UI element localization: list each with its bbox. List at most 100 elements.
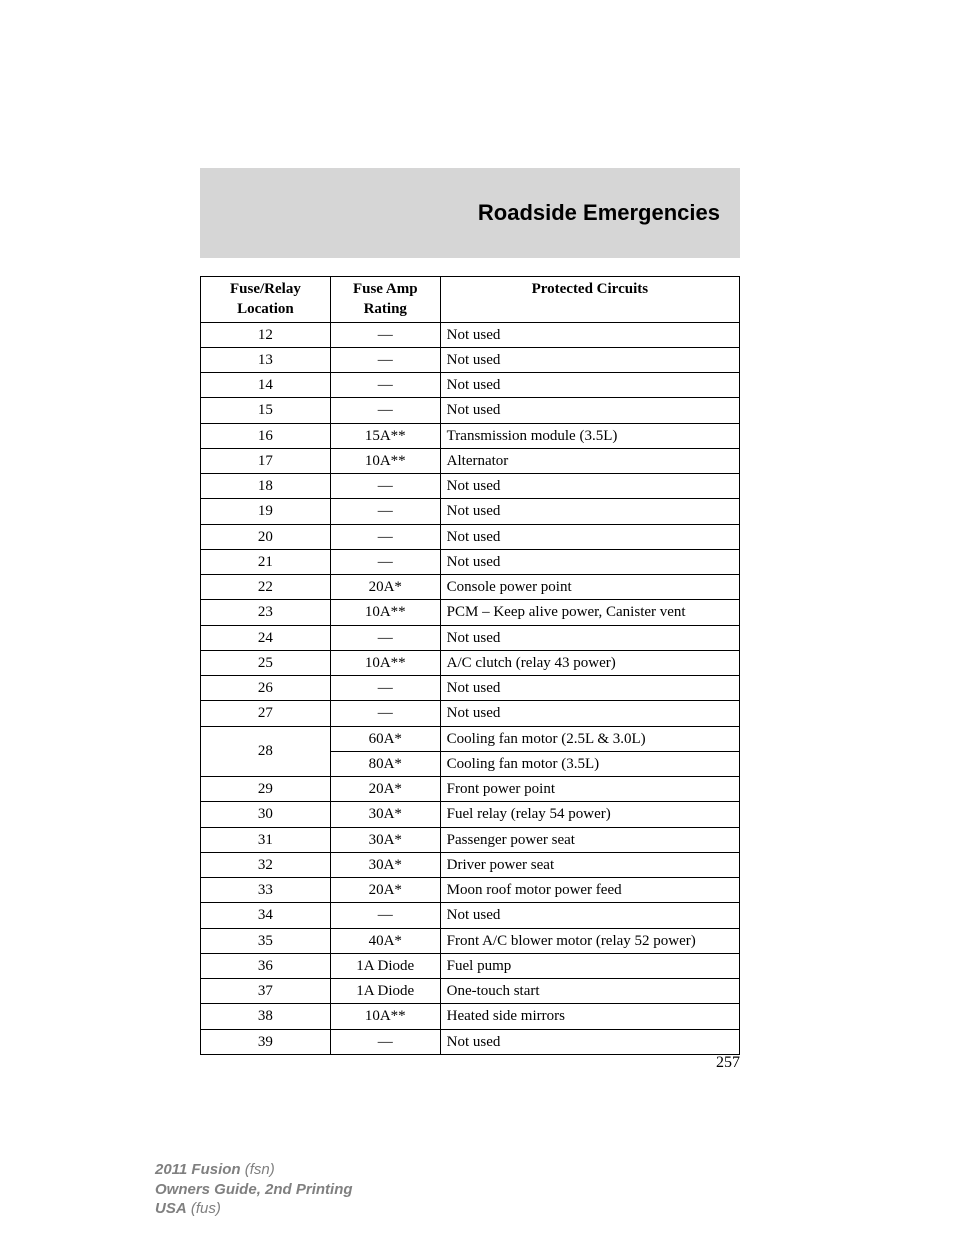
cell-amp: 1A Diode <box>330 953 440 978</box>
cell-circuit: Heated side mirrors <box>440 1004 739 1029</box>
cell-circuit: PCM – Keep alive power, Canister vent <box>440 600 739 625</box>
cell-circuit: Not used <box>440 398 739 423</box>
cell-amp: 60A* <box>330 726 440 751</box>
table-row: 26—Not used <box>201 676 740 701</box>
footer-guide: Owners Guide, 2nd Printing <box>155 1181 353 1198</box>
footer-model-code: (fsn) <box>245 1161 275 1178</box>
cell-amp: 30A* <box>330 802 440 827</box>
cell-circuit: Fuel pump <box>440 953 739 978</box>
cell-location: 24 <box>201 625 331 650</box>
cell-circuit: Not used <box>440 625 739 650</box>
table-row: 18—Not used <box>201 474 740 499</box>
table-row: 2510A**A/C clutch (relay 43 power) <box>201 650 740 675</box>
cell-amp: 1A Diode <box>330 979 440 1004</box>
table-row: 15—Not used <box>201 398 740 423</box>
cell-location: 29 <box>201 777 331 802</box>
table-row: 39—Not used <box>201 1029 740 1054</box>
cell-location: 27 <box>201 701 331 726</box>
cell-circuit: Not used <box>440 1029 739 1054</box>
page: Roadside Emergencies Fuse/Relay Location… <box>0 0 954 1235</box>
footer-model: 2011 Fusion <box>155 1161 241 1178</box>
cell-amp: 30A* <box>330 852 440 877</box>
table-row: 3320A*Moon roof motor power feed <box>201 878 740 903</box>
table-row: 24—Not used <box>201 625 740 650</box>
cell-location: 15 <box>201 398 331 423</box>
cell-amp: 10A** <box>330 1004 440 1029</box>
fuse-table: Fuse/Relay Location Fuse Amp Rating Prot… <box>200 276 740 1055</box>
table-row: 12—Not used <box>201 322 740 347</box>
table-row: 2310A**PCM – Keep alive power, Canister … <box>201 600 740 625</box>
cell-circuit: Cooling fan motor (3.5L) <box>440 751 739 776</box>
page-number: 257 <box>716 1054 740 1072</box>
col-header-circuits: Protected Circuits <box>440 277 739 323</box>
cell-amp: — <box>330 322 440 347</box>
fuse-table-container: Fuse/Relay Location Fuse Amp Rating Prot… <box>200 276 740 1055</box>
cell-amp: — <box>330 373 440 398</box>
table-row: 19—Not used <box>201 499 740 524</box>
cell-amp: — <box>330 474 440 499</box>
table-row: 3230A*Driver power seat <box>201 852 740 877</box>
cell-amp: 80A* <box>330 751 440 776</box>
cell-location: 36 <box>201 953 331 978</box>
section-header-bar: Roadside Emergencies <box>200 168 740 258</box>
cell-location: 14 <box>201 373 331 398</box>
table-row: 3540A*Front A/C blower motor (relay 52 p… <box>201 928 740 953</box>
cell-amp: — <box>330 1029 440 1054</box>
cell-circuit: Fuel relay (relay 54 power) <box>440 802 739 827</box>
table-row: 34—Not used <box>201 903 740 928</box>
cell-amp: 20A* <box>330 575 440 600</box>
cell-circuit: Not used <box>440 373 739 398</box>
cell-location: 26 <box>201 676 331 701</box>
footer-line-2: Owners Guide, 2nd Printing <box>155 1180 353 1200</box>
cell-circuit: Not used <box>440 322 739 347</box>
cell-amp: — <box>330 524 440 549</box>
cell-circuit: Transmission module (3.5L) <box>440 423 739 448</box>
table-row: 3030A*Fuel relay (relay 54 power) <box>201 802 740 827</box>
cell-circuit: Not used <box>440 549 739 574</box>
cell-location: 25 <box>201 650 331 675</box>
cell-amp: 40A* <box>330 928 440 953</box>
cell-amp: 20A* <box>330 777 440 802</box>
cell-location: 32 <box>201 852 331 877</box>
cell-amp: — <box>330 903 440 928</box>
table-row: 361A DiodeFuel pump <box>201 953 740 978</box>
cell-amp: 10A** <box>330 600 440 625</box>
footer-line-1: 2011 Fusion (fsn) <box>155 1160 353 1180</box>
cell-amp: — <box>330 676 440 701</box>
cell-amp: — <box>330 499 440 524</box>
cell-amp: — <box>330 701 440 726</box>
col-header-amp-l1: Fuse Amp <box>353 281 418 297</box>
table-row: 14—Not used <box>201 373 740 398</box>
table-row: 21—Not used <box>201 549 740 574</box>
footer-region-code: (fus) <box>191 1200 221 1217</box>
cell-amp: 20A* <box>330 878 440 903</box>
section-header-title: Roadside Emergencies <box>478 200 720 226</box>
footer-line-3: USA (fus) <box>155 1199 353 1219</box>
cell-location: 37 <box>201 979 331 1004</box>
cell-circuit: Not used <box>440 701 739 726</box>
cell-location: 31 <box>201 827 331 852</box>
cell-amp: 15A** <box>330 423 440 448</box>
cell-circuit: Not used <box>440 524 739 549</box>
cell-amp: — <box>330 347 440 372</box>
cell-circuit: Not used <box>440 676 739 701</box>
cell-location: 22 <box>201 575 331 600</box>
cell-location: 12 <box>201 322 331 347</box>
cell-circuit: Console power point <box>440 575 739 600</box>
cell-amp: — <box>330 549 440 574</box>
fuse-table-body: 12—Not used13—Not used14—Not used15—Not … <box>201 322 740 1054</box>
cell-location: 16 <box>201 423 331 448</box>
table-row: 1615A**Transmission module (3.5L) <box>201 423 740 448</box>
cell-circuit: Not used <box>440 474 739 499</box>
cell-circuit: Cooling fan motor (2.5L & 3.0L) <box>440 726 739 751</box>
cell-location: 21 <box>201 549 331 574</box>
cell-location: 38 <box>201 1004 331 1029</box>
col-header-location-l1: Fuse/Relay <box>230 281 301 297</box>
cell-location: 35 <box>201 928 331 953</box>
cell-location: 23 <box>201 600 331 625</box>
cell-location: 17 <box>201 448 331 473</box>
cell-location: 20 <box>201 524 331 549</box>
cell-circuit: Alternator <box>440 448 739 473</box>
table-header-row: Fuse/Relay Location Fuse Amp Rating Prot… <box>201 277 740 323</box>
cell-circuit: A/C clutch (relay 43 power) <box>440 650 739 675</box>
